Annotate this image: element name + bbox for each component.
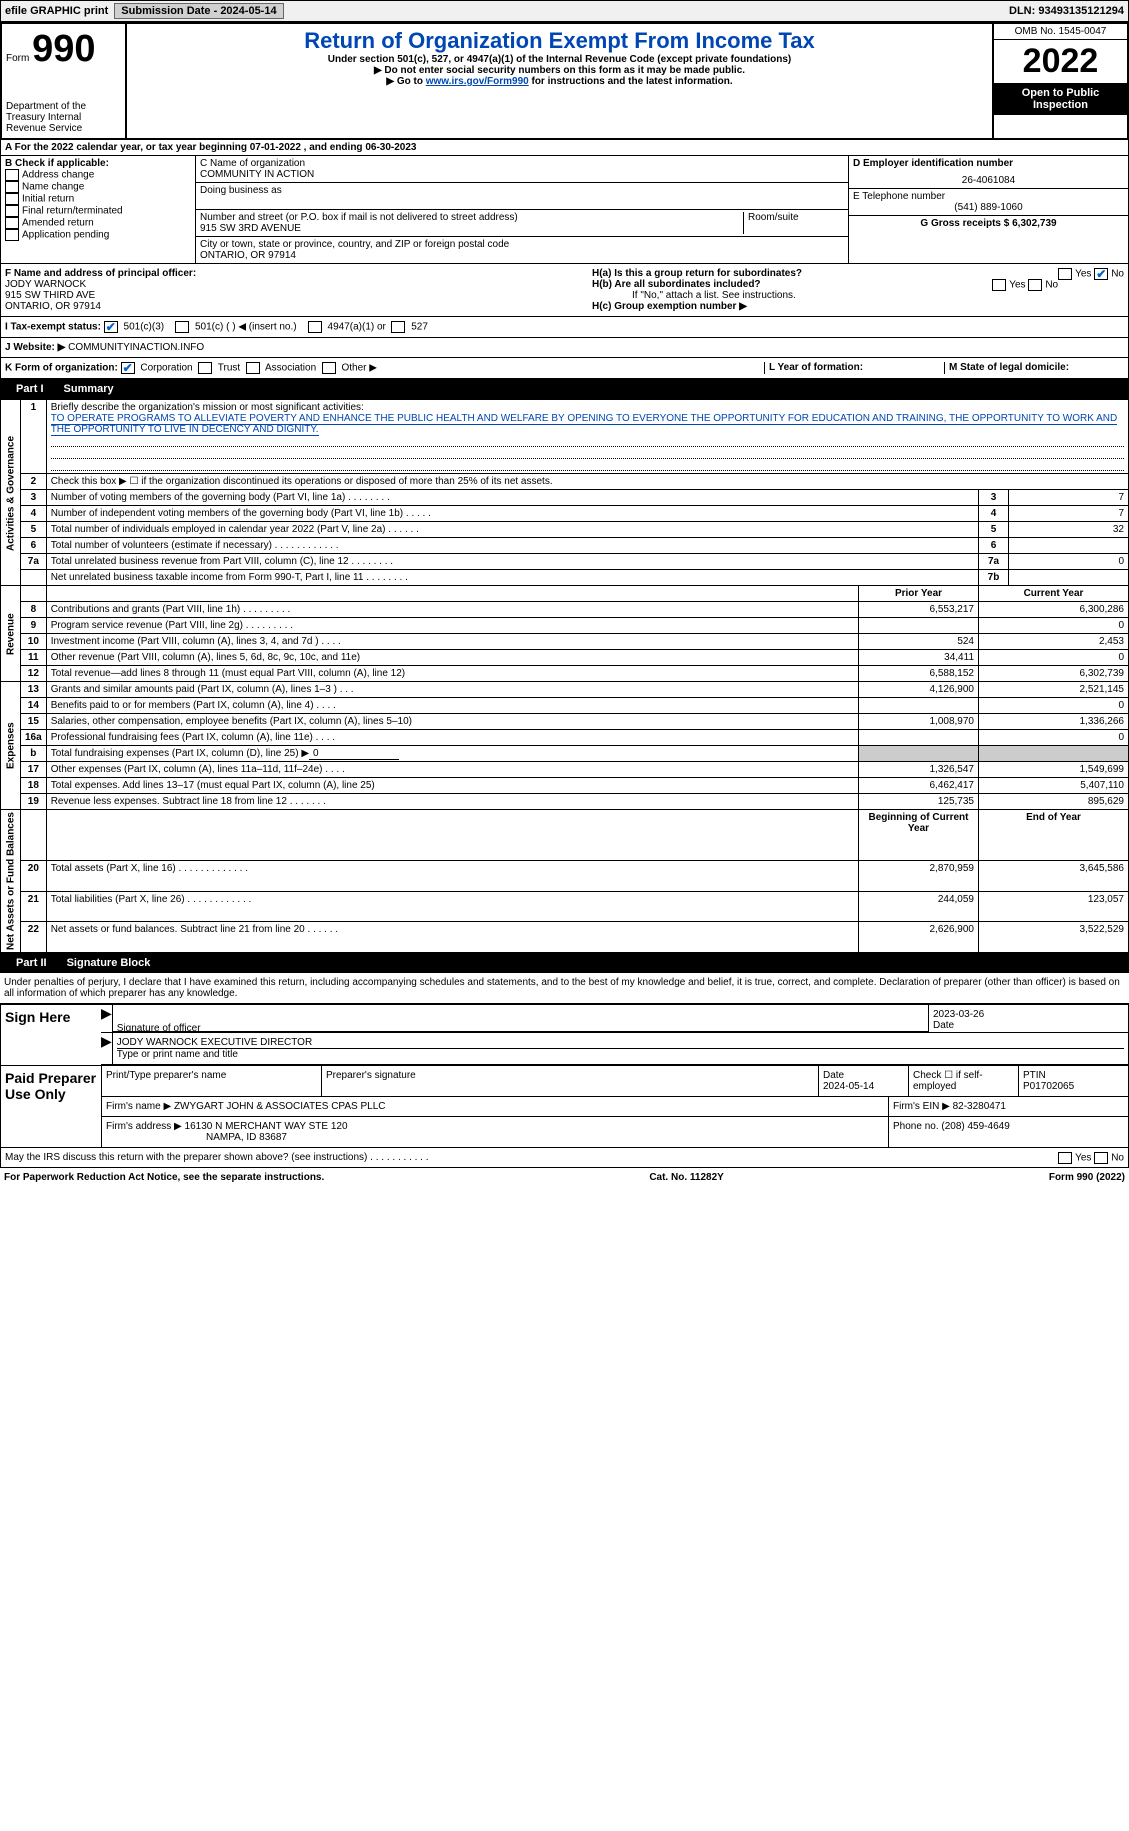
vtab-expenses: Expenses [1,682,21,810]
form-header: Form 990 Department of the Treasury Inte… [0,22,1129,140]
subtitle-1: Under section 501(c), 527, or 4947(a)(1)… [131,54,988,65]
check-initial[interactable]: Initial return [5,193,191,205]
org-name-label: C Name of organization [200,158,844,169]
paid-preparer-label: Paid Preparer Use Only [1,1066,101,1147]
room-label: Room/suite [744,212,844,234]
ein-label: D Employer identification number [853,158,1013,169]
street: 915 SW 3RD AVENUE [200,223,743,234]
check-amended[interactable]: Amended return [5,217,191,229]
col-b-title: B Check if applicable: [5,158,109,169]
form-title: Return of Organization Exempt From Incom… [131,28,988,54]
ha-label: H(a) Is this a group return for subordin… [592,268,802,279]
vtab-netassets: Net Assets or Fund Balances [1,810,21,953]
sign-here-block: Sign Here ▶ Signature of officer 2023-03… [0,1004,1129,1066]
irs-link[interactable]: www.irs.gov/Form990 [426,76,529,87]
row-k: K Form of organization: Corporation Trus… [0,358,1129,379]
open-to-public: Open to Public Inspection [994,83,1127,115]
ein: 26-4061084 [853,175,1124,186]
paid-preparer-block: Paid Preparer Use Only Print/Type prepar… [0,1066,1129,1148]
check-name[interactable]: Name change [5,181,191,193]
city-label: City or town, state or province, country… [200,239,844,250]
hb-instr: If "No," attach a list. See instructions… [592,290,1124,301]
check-final[interactable]: Final return/terminated [5,205,191,217]
check-pending[interactable]: Application pending [5,229,191,241]
row-j: J Website: ▶ COMMUNITYINACTION.INFO [0,338,1129,358]
dept-label: Department of the Treasury Internal Reve… [6,101,121,134]
officer-addr1: 915 SW THIRD AVE [5,290,95,301]
row-a-dates: A For the 2022 calendar year, or tax yea… [0,140,1129,156]
check-4947[interactable] [308,321,322,333]
form-label: Form [6,53,29,64]
omb-number: OMB No. 1545-0047 [994,24,1127,40]
row-i: I Tax-exempt status: 501(c)(3) 501(c) ( … [0,317,1129,338]
tax-year: 2022 [994,40,1127,83]
page-footer: For Paperwork Reduction Act Notice, see … [0,1168,1129,1187]
check-527[interactable] [391,321,405,333]
vtab-activities: Activities & Governance [1,400,21,586]
dba-label: Doing business as [200,185,844,196]
subtitle-3: ▶ Go to www.irs.gov/Form990 for instruct… [131,76,988,87]
hc-label: H(c) Group exemption number ▶ [592,301,747,312]
phone: (541) 889-1060 [853,202,1124,213]
vtab-revenue: Revenue [1,586,21,682]
officer-name: JODY WARNOCK [5,279,86,290]
street-label: Number and street (or P.O. box if mail i… [200,212,743,223]
check-501c3[interactable] [104,321,118,333]
check-501c[interactable] [175,321,189,333]
mission-text: TO OPERATE PROGRAMS TO ALLEVIATE POVERTY… [51,413,1118,436]
efile-label: efile GRAPHIC print [5,5,108,17]
dln: DLN: 93493135121294 [1009,5,1124,17]
org-name: COMMUNITY IN ACTION [200,169,844,180]
officer-label: F Name and address of principal officer: [5,268,196,279]
check-address[interactable]: Address change [5,169,191,181]
part-2-header: Part II Signature Block [0,953,1129,973]
form-number: 990 [32,28,95,70]
part-1-header: Part I Summary [0,379,1129,399]
subtitle-2: ▶ Do not enter social security numbers o… [131,65,988,76]
org-info-section: B Check if applicable: Address change Na… [0,156,1129,264]
city: ONTARIO, OR 97914 [200,250,844,261]
submission-date: Submission Date - 2024-05-14 [114,3,283,19]
perjury-declaration: Under penalties of perjury, I declare th… [0,973,1129,1004]
summary-table: Activities & Governance 1 Briefly descri… [0,399,1129,953]
top-bar: efile GRAPHIC print Submission Date - 20… [0,0,1129,22]
hb-label: H(b) Are all subordinates included? [592,279,761,290]
officer-addr2: ONTARIO, OR 97914 [5,301,101,312]
discuss-row: May the IRS discuss this return with the… [0,1148,1129,1168]
gross-receipts: G Gross receipts $ 6,302,739 [920,218,1056,229]
phone-label: E Telephone number [853,191,1124,202]
sign-here-label: Sign Here [1,1005,101,1065]
officer-section: F Name and address of principal officer:… [0,264,1129,317]
